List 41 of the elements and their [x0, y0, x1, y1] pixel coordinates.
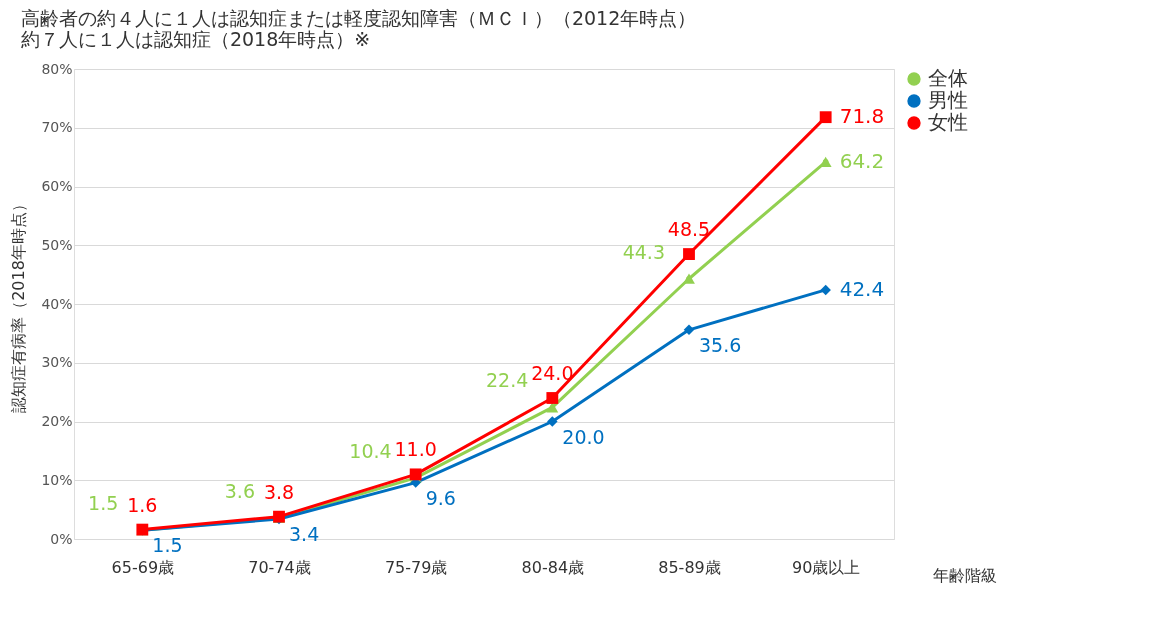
- legend-label: 男性: [928, 88, 968, 112]
- y-tick-label: 50%: [41, 236, 73, 253]
- x-tick-label: 70-74歳: [248, 557, 311, 577]
- data-label: 22.4: [486, 369, 529, 392]
- x-tick-label: 90歳以上: [791, 557, 861, 577]
- data-label: 3.6: [224, 479, 255, 502]
- y-tick-label: 40%: [41, 295, 73, 312]
- data-label: 64.2: [839, 148, 885, 173]
- y-axis-title: 認知症有病率（2018年時点）: [9, 196, 29, 413]
- data-label: 1.6: [127, 493, 158, 516]
- x-tick-label: 80-84歳: [521, 557, 585, 577]
- data-label: 20.0: [562, 425, 605, 448]
- y-tick-label: 80%: [41, 60, 73, 77]
- data-label: 71.8: [839, 104, 885, 129]
- data-label: 1.5: [152, 534, 183, 557]
- x-axis-title: 年齢階級: [932, 565, 997, 585]
- data-label: 10.4: [349, 439, 392, 462]
- x-tick-label: 65-69歳: [111, 557, 175, 577]
- y-tick-label: 30%: [41, 354, 73, 371]
- y-tick-label: 60%: [41, 178, 73, 194]
- x-tick-label: 75-79歳: [384, 557, 448, 577]
- data-label: 35.6: [699, 333, 742, 356]
- legend-label: 全体: [928, 66, 968, 90]
- legend-label: 女性: [928, 110, 968, 134]
- data-label: 44.3: [622, 240, 665, 263]
- text: 高齢者の約４人に１人は認知症または軽度認知障害（ＭＣＩ）（2012年時点）: [20, 7, 697, 29]
- text: 約７人に１人は認知症（2018年時点）※: [20, 28, 371, 50]
- data-label: 1.5: [88, 492, 119, 515]
- data-label: 3.8: [263, 480, 295, 503]
- data-label: 3.4: [289, 523, 320, 546]
- y-tick-label: 0%: [50, 530, 73, 547]
- data-label: 11.0: [394, 438, 437, 461]
- y-tick-label: 70%: [41, 119, 73, 136]
- y-tick-label: 20%: [41, 413, 73, 429]
- data-label: 24.0: [531, 362, 574, 384]
- data-label: 48.5: [667, 218, 711, 241]
- x-tick-label: 85-89歳: [658, 557, 721, 577]
- data-label: 42.4: [839, 276, 885, 301]
- point: [819, 111, 832, 124]
- y-tick-label: 10%: [41, 471, 73, 488]
- data-label: 9.6: [425, 486, 456, 509]
